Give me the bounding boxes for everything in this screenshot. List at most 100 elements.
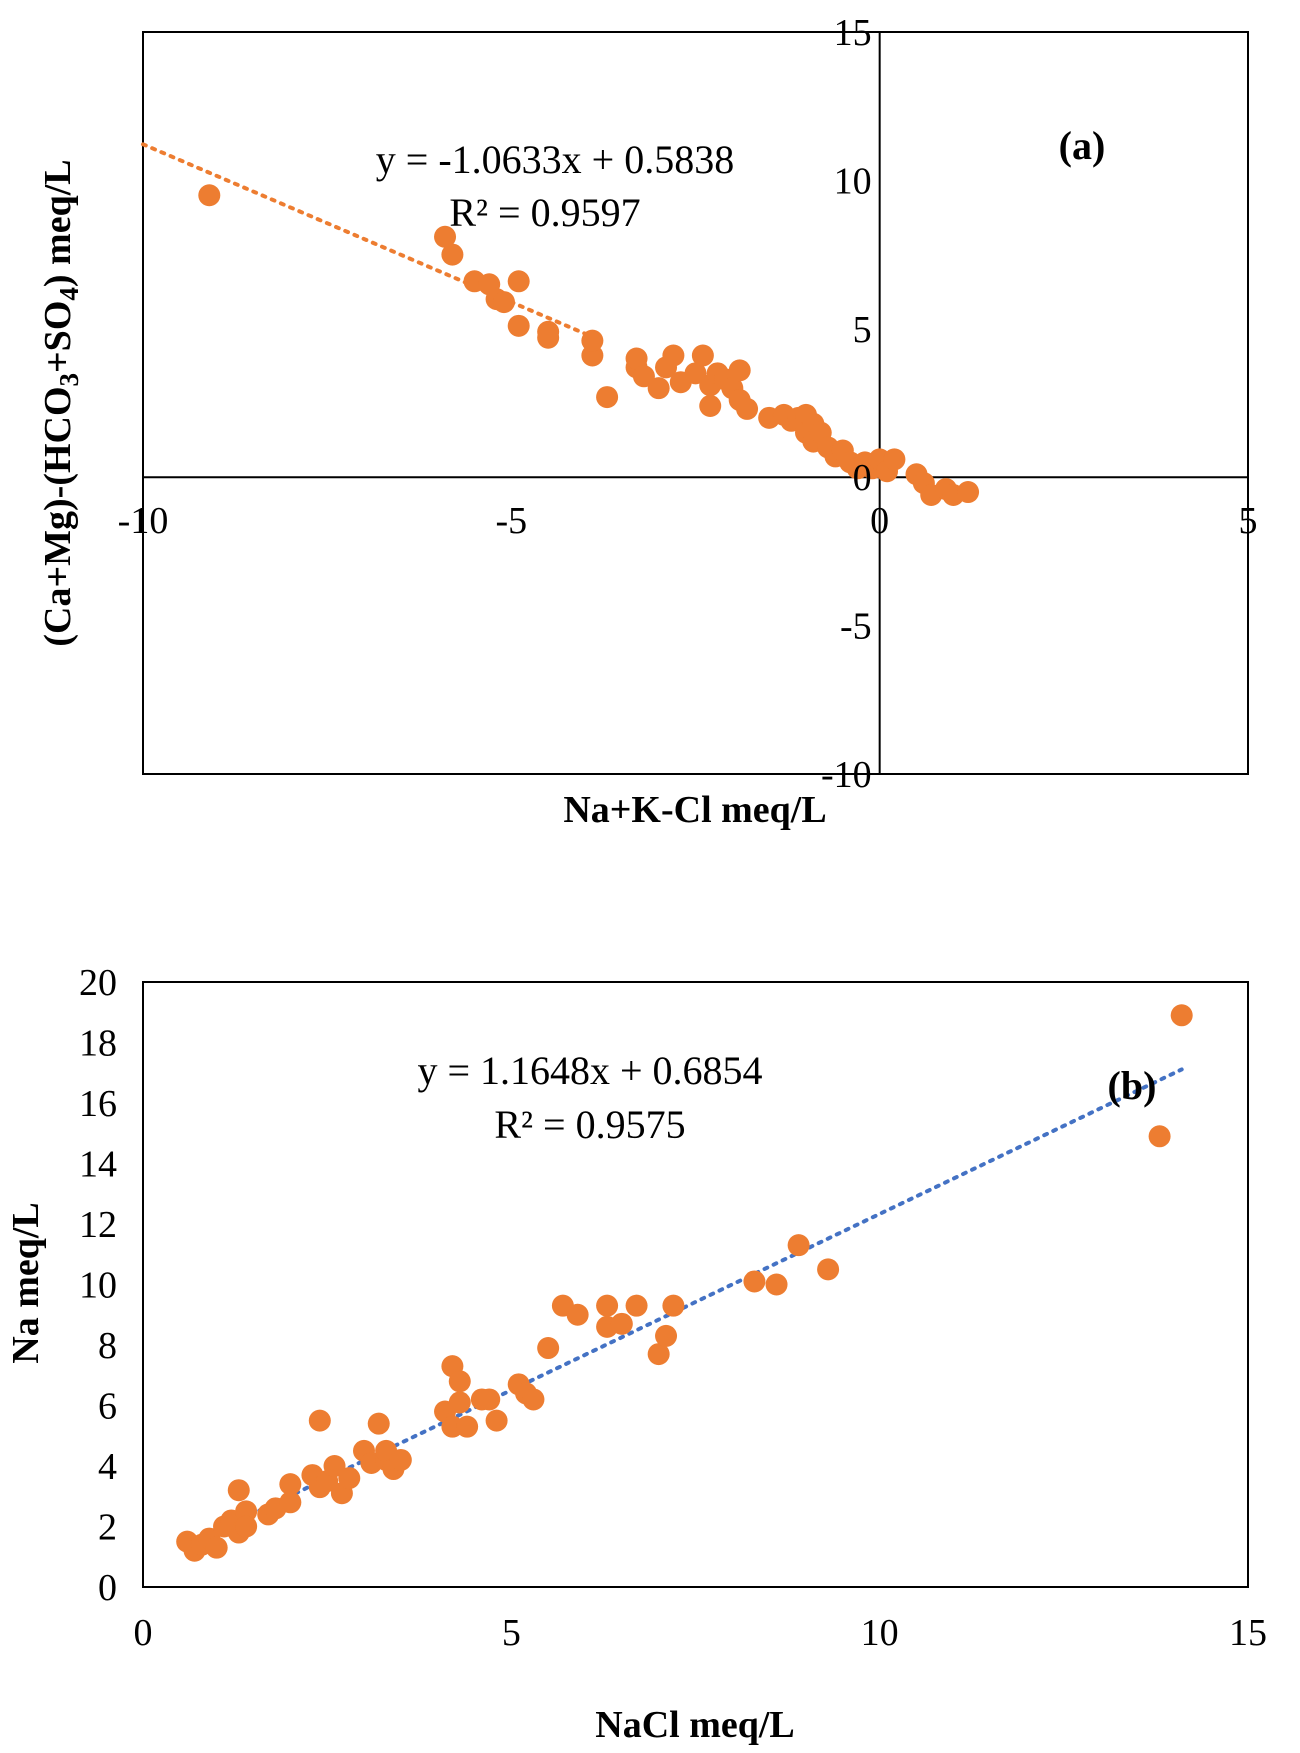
ylabel-part: ) meq/L bbox=[37, 159, 79, 287]
ylabel-part: (Ca+Mg)-(HCO bbox=[37, 386, 79, 646]
chart-b-panel-label: (b) bbox=[1108, 1063, 1157, 1108]
chart-a-y-tick-label: -10 bbox=[821, 754, 872, 796]
chart-b-y-tick-label: 10 bbox=[79, 1265, 117, 1307]
chart-a-point bbox=[957, 481, 980, 504]
chart-a-point bbox=[632, 365, 655, 388]
chart-a-point bbox=[507, 270, 530, 293]
chart-b-point bbox=[456, 1415, 479, 1438]
chart-b-point bbox=[308, 1409, 331, 1432]
chart-a-point bbox=[434, 225, 457, 248]
chart-a: -10 -5 0 5 -10 -5 0 5 10 15 y = -1.0633x… bbox=[37, 12, 1258, 831]
chart-b-point bbox=[1148, 1125, 1171, 1148]
chart-a-y-tick-label: 0 bbox=[853, 457, 872, 499]
chart-a-point bbox=[728, 359, 751, 382]
chart-a-point bbox=[492, 291, 515, 314]
chart-b-x-tick-label: 10 bbox=[861, 1612, 899, 1654]
chart-b-y-tick-label: 20 bbox=[79, 962, 117, 1004]
chart-b-y-tick-label: 2 bbox=[98, 1507, 117, 1549]
chart-a-points bbox=[198, 184, 980, 507]
chart-b-point bbox=[610, 1312, 633, 1335]
chart-a-x-tick-label: 5 bbox=[1239, 500, 1258, 542]
chart-b-point bbox=[235, 1500, 258, 1523]
chart-a-frame bbox=[142, 31, 1249, 775]
chart-b-x-tick-label: 5 bbox=[502, 1612, 521, 1654]
chart-b-point bbox=[448, 1370, 471, 1393]
chart-b-point bbox=[279, 1473, 302, 1496]
chart-b-point bbox=[235, 1515, 258, 1538]
chart-a-panel-label: (a) bbox=[1059, 123, 1106, 168]
chart-b-y-tick-label: 12 bbox=[79, 1204, 117, 1246]
chart-b-point bbox=[279, 1491, 302, 1514]
chart-b-point bbox=[743, 1270, 766, 1293]
chart-b-y-tick-label: 0 bbox=[98, 1567, 117, 1609]
chart-a-equation: y = -1.0633x + 0.5838 bbox=[376, 137, 734, 182]
chart-a-x-tick-label: 0 bbox=[870, 500, 889, 542]
chart-a-point bbox=[662, 344, 685, 367]
chart-a-point bbox=[699, 394, 722, 417]
chart-b-x-tick-label: 0 bbox=[134, 1612, 153, 1654]
chart-b-point bbox=[448, 1391, 471, 1414]
chart-a-y-tick-label: 15 bbox=[834, 12, 872, 54]
chart-a-point bbox=[581, 329, 604, 352]
chart-a-y-tick-label: -5 bbox=[840, 606, 872, 648]
ylabel-subscript: 4 bbox=[54, 287, 84, 301]
chart-b-point bbox=[367, 1412, 390, 1435]
chart-b-points bbox=[176, 1004, 1193, 1562]
chart-b-point bbox=[478, 1388, 501, 1411]
ylabel-subscript: 3 bbox=[54, 373, 84, 387]
chart-a-point bbox=[736, 397, 759, 420]
chart-b: 0 5 10 15 0 2 4 6 8 10 12 14 16 18 20 y … bbox=[5, 962, 1267, 1746]
chart-b-point bbox=[817, 1258, 840, 1281]
chart-b-y-axis-title: Na meq/L bbox=[5, 1202, 47, 1364]
chart-b-point bbox=[765, 1273, 788, 1296]
chart-b-point bbox=[522, 1388, 545, 1411]
chart-b-point bbox=[566, 1303, 589, 1326]
chart-b-point bbox=[596, 1294, 619, 1317]
chart-b-point bbox=[323, 1455, 346, 1477]
chart-b-x-axis-title: NaCl meq/L bbox=[595, 1704, 795, 1746]
chart-b-y-tick-label: 4 bbox=[98, 1446, 117, 1488]
chart-a-x-tick-label: -5 bbox=[496, 500, 528, 542]
chart-b-y-tick-label: 8 bbox=[98, 1325, 117, 1367]
chart-b-point bbox=[537, 1337, 560, 1360]
chart-b-point bbox=[1170, 1004, 1193, 1027]
chart-a-point bbox=[691, 344, 714, 367]
chart-b-point bbox=[205, 1536, 228, 1559]
chart-a-x-tick-label: -10 bbox=[118, 500, 169, 542]
chart-b-point bbox=[625, 1294, 648, 1317]
chart-b-point bbox=[227, 1479, 250, 1502]
ylabel-part: +SO bbox=[37, 301, 79, 373]
chart-a-trendline bbox=[141, 142, 602, 342]
chart-b-point bbox=[647, 1343, 670, 1366]
chart-a-point bbox=[596, 386, 619, 409]
chart-a-point bbox=[647, 377, 670, 400]
chart-b-x-tick-label: 15 bbox=[1229, 1612, 1267, 1654]
chart-b-frame bbox=[142, 981, 1249, 1588]
chart-a-y-axis-title: (Ca+Mg)-(HCO3+SO4) meq/L bbox=[37, 159, 84, 646]
chart-b-y-tick-label: 6 bbox=[98, 1386, 117, 1428]
chart-b-y-tick-label: 18 bbox=[79, 1023, 117, 1065]
chart-a-x-axis-title: Na+K-Cl meq/L bbox=[563, 789, 826, 831]
chart-b-equation: y = 1.1648x + 0.6854 bbox=[417, 1048, 762, 1093]
chart-a-point bbox=[507, 314, 530, 337]
chart-a-point bbox=[198, 184, 221, 207]
chart-a-point bbox=[441, 243, 464, 266]
chart-a-point bbox=[625, 347, 648, 370]
chart-b-point bbox=[338, 1467, 361, 1490]
chart-a-y-tick-label: 10 bbox=[834, 160, 872, 202]
chart-b-point bbox=[389, 1448, 412, 1471]
chart-a-y-tick-label: 5 bbox=[853, 309, 872, 351]
chart-a-point bbox=[684, 362, 707, 385]
chart-a-point bbox=[537, 320, 560, 343]
chart-b-trendline bbox=[185, 1067, 1184, 1548]
chart-b-r-squared: R² = 0.9575 bbox=[494, 1102, 685, 1147]
chart-a-point bbox=[883, 448, 906, 471]
chart-b-point bbox=[662, 1294, 685, 1317]
chart-a-r-squared: R² = 0.9597 bbox=[449, 190, 640, 235]
chart-b-point bbox=[655, 1324, 678, 1347]
chart-b-point bbox=[485, 1409, 508, 1432]
chart-b-point bbox=[787, 1234, 810, 1257]
chart-b-y-tick-label: 16 bbox=[79, 1083, 117, 1125]
chart-b-y-tick-label: 14 bbox=[79, 1144, 117, 1186]
